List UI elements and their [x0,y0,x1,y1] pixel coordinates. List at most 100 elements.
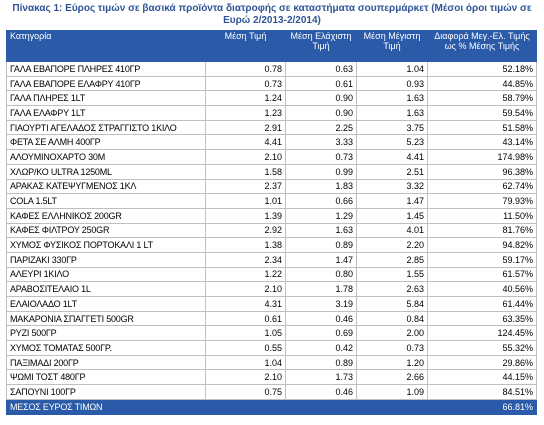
price-table: Κατηγορία Μέση Τιμή Μέση Ελάχιστη Τιμή Μέση… [6,30,537,415]
value-cell: 2.20 [356,237,428,253]
category-cell: ΓΑΛΑ ΕΒΑΠΟΡΕ ΠΛΗΡΕΣ 410ΓΡ [6,61,206,77]
value-cell: 0.66 [285,193,357,209]
table-row: ΑΡΑΒΟΣΙΤΕΛΑΙΟ 1L 2.10 1.78 2.63 40.56% [6,281,537,297]
value-cell: 3.32 [356,178,428,195]
value-cell: 59.54% [427,105,537,121]
value-cell: 1.55 [356,266,428,283]
value-cell: 58.79% [427,90,537,107]
value-cell: 2.10 [205,149,286,165]
value-cell: 0.89 [285,354,357,371]
value-cell: 1.39 [205,207,286,224]
category-cell: ΑΛΕΥΡΙ 1ΚΙΛΟ [6,266,206,283]
value-cell: 2.37 [205,178,286,195]
footer-value: 66.81% [427,398,537,415]
value-cell: 1.04 [205,354,286,371]
value-cell: 43.14% [427,134,537,151]
table-row: ΠΑΡΙΖΑΚΙ 330ΓΡ 2.34 1.47 2.85 59.17% [6,251,537,268]
value-cell: 1.63 [356,90,428,107]
value-cell: 2.63 [356,281,428,297]
footer-row: ΜΕΣΟΣ ΕΥΡΟΣ ΤΙΜΩΝ 66.81% [6,398,537,415]
value-cell: 1.63 [285,222,357,239]
table-row: COLA 1.5LT 1.01 0.66 1.47 79.93% [6,193,537,209]
category-cell: ΕΛΑΙΟΛΑΔΟ 1LT [6,296,206,312]
header-cell: Διαφορά Μεγ.-Ελ. Τιμής ως % Μέσης Τιμής [427,30,537,62]
value-cell: 61.44% [427,296,537,312]
table-row: ΑΛΟΥΜΙΝΟΧΑΡΤΟ 30Μ 2.10 0.73 4.41 174.98% [6,149,537,165]
table-title: Πίνακας 1: Εύρος τιμών σε βασικά προϊόντ… [12,3,532,26]
table-row: ΨΩΜΙ ΤΟΣΤ 480ΓΡ 2.10 1.73 2.66 44.15% [6,369,537,386]
value-cell: 63.35% [427,310,537,327]
header-cell: Μέση Τιμή [205,30,286,62]
value-cell: 0.73 [285,149,357,165]
table-row: ΑΛΕΥΡΙ 1ΚΙΛΟ 1.22 0.80 1.55 61.57% [6,266,537,283]
category-cell: COLA 1.5LT [6,193,206,209]
category-cell: ΠΑΞΙΜΑΔΙ 200ΓΡ [6,354,206,371]
value-cell: 2.85 [356,251,428,268]
value-cell: 0.73 [205,75,286,92]
value-cell: 1.20 [356,354,428,371]
category-cell: ΑΡΑΒΟΣΙΤΕΛΑΙΟ 1L [6,281,206,297]
value-cell: 2.34 [205,251,286,268]
value-cell: 61.57% [427,266,537,283]
value-cell: 1.04 [356,61,428,77]
value-cell: 2.10 [205,369,286,386]
value-cell: 84.51% [427,384,537,400]
value-cell: 96.38% [427,163,537,180]
table-row: ΧΥΜΟΣ ΤΟΜΑΤΑΣ 500ΓΡ. 0.55 0.42 0.73 55.32% [6,340,537,356]
value-cell: 79.93% [427,193,537,209]
category-cell: ΧΥΜΟΣ ΤΟΜΑΤΑΣ 500ΓΡ. [6,340,206,356]
value-cell: 0.89 [285,237,357,253]
value-cell: 0.99 [285,163,357,180]
value-cell: 29.86% [427,354,537,371]
value-cell: 1.73 [285,369,357,386]
category-cell: ΠΑΡΙΖΑΚΙ 330ΓΡ [6,251,206,268]
table-row: ΚΑΦΕΣ ΦΙΛΤΡΟΥ 250GR 2.92 1.63 4.01 81.76% [6,222,537,239]
table-row: ΓΑΛΑ ΕΒΑΠΟΡΕ ΕΛΑΦΡΥ 410ΓΡ 0.73 0.61 0.93 44.… [6,75,537,92]
table-row: ΧΥΜΟΣ ΦΥΣΙΚΟΣ ΠΟΡΤΟΚΑΛΙ 1 LT 1.38 0.89 2.20… [6,237,537,253]
value-cell: 52.18% [427,61,537,77]
value-cell: 3.33 [285,134,357,151]
value-cell: 174.98% [427,149,537,165]
category-cell: ΧΥΜΟΣ ΦΥΣΙΚΟΣ ΠΟΡΤΟΚΑΛΙ 1 LT [6,237,206,253]
value-cell: 0.90 [285,90,357,107]
table-row: ΣΑΠΟΥΝΙ 100ΓΡ 0.75 0.46 1.09 84.51% [6,384,537,400]
category-cell: ΚΑΦΕΣ ΕΛΛΗΝΙΚΟΣ 200GR [6,207,206,224]
category-cell: ΣΑΠΟΥΝΙ 100ΓΡ [6,384,206,400]
category-cell: ΑΡΑΚΑΣ ΚΑΤΕΨΥΓΜΕΝΟΣ 1ΚΛ [6,178,206,195]
value-cell: 0.78 [205,61,286,77]
value-cell: 1.47 [285,251,357,268]
category-cell: ΓΑΛΑ ΠΛΗΡΕΣ 1LT [6,90,206,107]
value-cell: 81.76% [427,222,537,239]
category-cell: ΚΑΦΕΣ ΦΙΛΤΡΟΥ 250GR [6,222,206,239]
value-cell: 0.69 [285,325,357,342]
value-cell: 2.10 [205,281,286,297]
value-cell: 1.05 [205,325,286,342]
value-cell: 4.41 [356,149,428,165]
value-cell: 4.31 [205,296,286,312]
category-cell: ΡΥΖΙ 500ΓΡ [6,325,206,342]
value-cell: 51.58% [427,119,537,136]
value-cell: 5.84 [356,296,428,312]
value-cell: 55.32% [427,340,537,356]
value-cell: 2.91 [205,119,286,136]
value-cell: 0.55 [205,340,286,356]
value-cell: 94.82% [427,237,537,253]
value-cell: 40.56% [427,281,537,297]
value-cell: 0.63 [285,61,357,77]
value-cell: 1.63 [356,105,428,121]
value-cell: 62.74% [427,178,537,195]
value-cell: 0.73 [356,340,428,356]
value-cell: 2.51 [356,163,428,180]
value-cell: 2.25 [285,119,357,136]
value-cell: 0.46 [285,310,357,327]
table-row: ΜΑΚΑΡΟΝΙΑ ΣΠΑΓΓΕΤΙ 500GR 0.61 0.46 0.84 63.3… [6,310,537,327]
value-cell: 2.00 [356,325,428,342]
value-cell: 3.19 [285,296,357,312]
header-cell: Κατηγορία [6,30,206,62]
value-cell: 59.17% [427,251,537,268]
value-cell: 2.66 [356,369,428,386]
value-cell: 124.45% [427,325,537,342]
value-cell: 0.46 [285,384,357,400]
value-cell: 0.93 [356,75,428,92]
